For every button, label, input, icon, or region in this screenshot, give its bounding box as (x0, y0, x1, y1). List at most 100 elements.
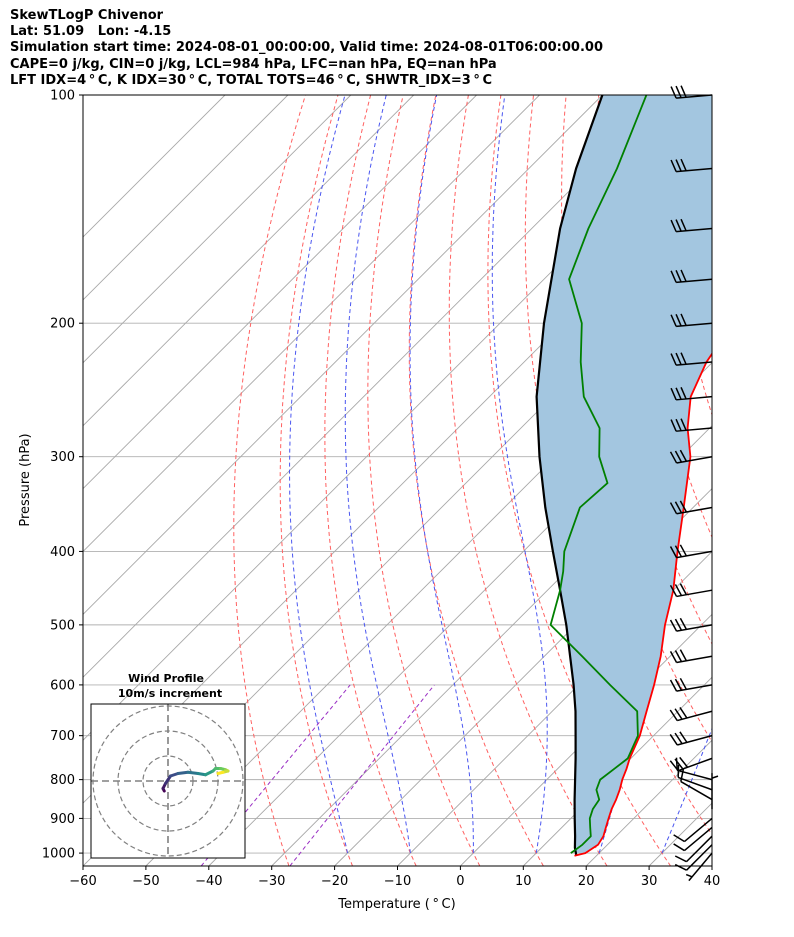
y-tick-label: 1000 (42, 847, 75, 862)
isotherm-line (83, 95, 603, 616)
wind-barb-feather (679, 583, 688, 596)
y-tick-label: 700 (50, 729, 75, 744)
wind-barb (669, 649, 713, 664)
wind-barb-shaft (676, 361, 713, 366)
wind-barb-shaft (676, 278, 713, 284)
wind-barb-shaft (676, 550, 713, 559)
moist-adiabat (725, 95, 794, 853)
wind-barb-shaft (680, 780, 713, 801)
wind-barb (670, 352, 713, 366)
wind-barb (669, 677, 713, 692)
wind-barb-feather (680, 218, 687, 232)
dry-adiabat (729, 95, 794, 866)
hodograph-title-1: Wind Profile (128, 672, 204, 685)
wind-barb-feather (679, 617, 688, 630)
time-line: Simulation start time: 2024-08-01_00:00:… (10, 40, 603, 56)
wind-barb (670, 313, 713, 328)
wind-barb-feather (675, 418, 682, 432)
hodograph-title-2: 10m/s increment (118, 687, 222, 700)
dewpoint-line (549, 95, 648, 854)
x-tick-label: −30 (258, 874, 285, 889)
x-tick-label: −40 (195, 874, 222, 889)
isotherm-line (334, 487, 712, 866)
wind-barb-shaft (688, 852, 713, 882)
wind-barb (669, 707, 713, 722)
wind-barb-feather (679, 677, 688, 690)
isotherm-line (83, 95, 540, 553)
moist-adiabat (288, 95, 348, 854)
wind-barb-feather (669, 734, 678, 746)
y-tick-label: 200 (50, 317, 75, 332)
wind-barb-feather (669, 709, 678, 721)
wind-barb (669, 500, 713, 515)
x-tick-label: −20 (321, 874, 348, 889)
wind-barb-feather (674, 584, 683, 596)
isotherm-line (83, 95, 352, 364)
wind-barb-shaft (677, 769, 713, 781)
isotherm-line (522, 676, 712, 866)
wind-barb-feather (674, 650, 683, 662)
wind-barb-feather (670, 270, 677, 283)
wind-barb-shaft (676, 395, 713, 401)
wind-barb-feather (670, 419, 677, 432)
wind-barb-feather (675, 387, 682, 400)
wind-barb-feather (680, 269, 687, 282)
wind-barb (673, 817, 713, 843)
wind-barb-feather (674, 863, 687, 871)
wind-barb (669, 544, 713, 559)
wind-barb-feather (679, 500, 688, 513)
wind-barb (711, 773, 719, 810)
x-axis-label: Temperature ( ° C) (337, 897, 455, 912)
temperature-line (574, 352, 712, 857)
isotherm-line (145, 299, 712, 866)
wind-barb-shaft (676, 427, 713, 432)
y-tick-label: 500 (50, 618, 75, 633)
hodograph-segment (176, 770, 190, 775)
wind-barb-shaft (677, 776, 713, 791)
wind-barb-shaft (676, 322, 713, 328)
wind-barb-feather (669, 679, 678, 692)
y-tick-label: 400 (50, 545, 75, 560)
wind-barb-half-feather (685, 873, 693, 878)
dry-adiabat (448, 95, 608, 866)
wind-barb-feather (675, 159, 682, 172)
wind-barb-shaft (676, 506, 713, 515)
isotherm-line (271, 425, 712, 866)
wind-barb-feather (674, 855, 687, 863)
wind-barb-feather (669, 451, 678, 464)
wind-barb-feather (679, 707, 688, 719)
hodograph-frame (90, 703, 246, 859)
wind-barb-shaft (676, 655, 713, 664)
wind-barb-feather (674, 450, 683, 463)
wind-barb (673, 826, 713, 852)
wind-barb-shaft (676, 624, 713, 632)
wind-barb-feather (673, 834, 685, 843)
wind-barb-half-feather (711, 775, 719, 779)
wind-barb (670, 269, 713, 284)
wind-barb (670, 85, 713, 99)
moist-adiabat (661, 727, 712, 854)
wind-barb-feather (675, 85, 682, 99)
wind-barb-shaft (683, 817, 713, 843)
wind-barb (685, 852, 713, 882)
wind-barb (669, 756, 713, 772)
wind-barb (670, 218, 713, 233)
wind-barb-shaft (676, 589, 713, 598)
dry-adiabat (487, 95, 672, 866)
wind-barb-feather (675, 314, 682, 327)
indices-line-1: CAPE=0 j/kg, CIN=0 j/kg, LCL=984 hPa, LF… (10, 56, 497, 72)
wind-barb-feather (680, 313, 687, 326)
wind-barb-feather (670, 86, 677, 99)
wind-barb-feather (670, 219, 677, 232)
isotherm-line (83, 95, 415, 427)
wind-barb-feather (670, 159, 677, 172)
wind-barb (669, 583, 713, 598)
wind-barb-shaft (676, 455, 713, 464)
hodograph-segment (216, 770, 225, 775)
y-tick-label: 600 (50, 678, 75, 693)
dry-adiabat (408, 95, 544, 866)
wind-barb-feather (674, 618, 683, 631)
wind-barb-feather (669, 502, 678, 515)
y-tick-label: 800 (50, 773, 75, 788)
y-tick-label: 900 (50, 812, 75, 827)
